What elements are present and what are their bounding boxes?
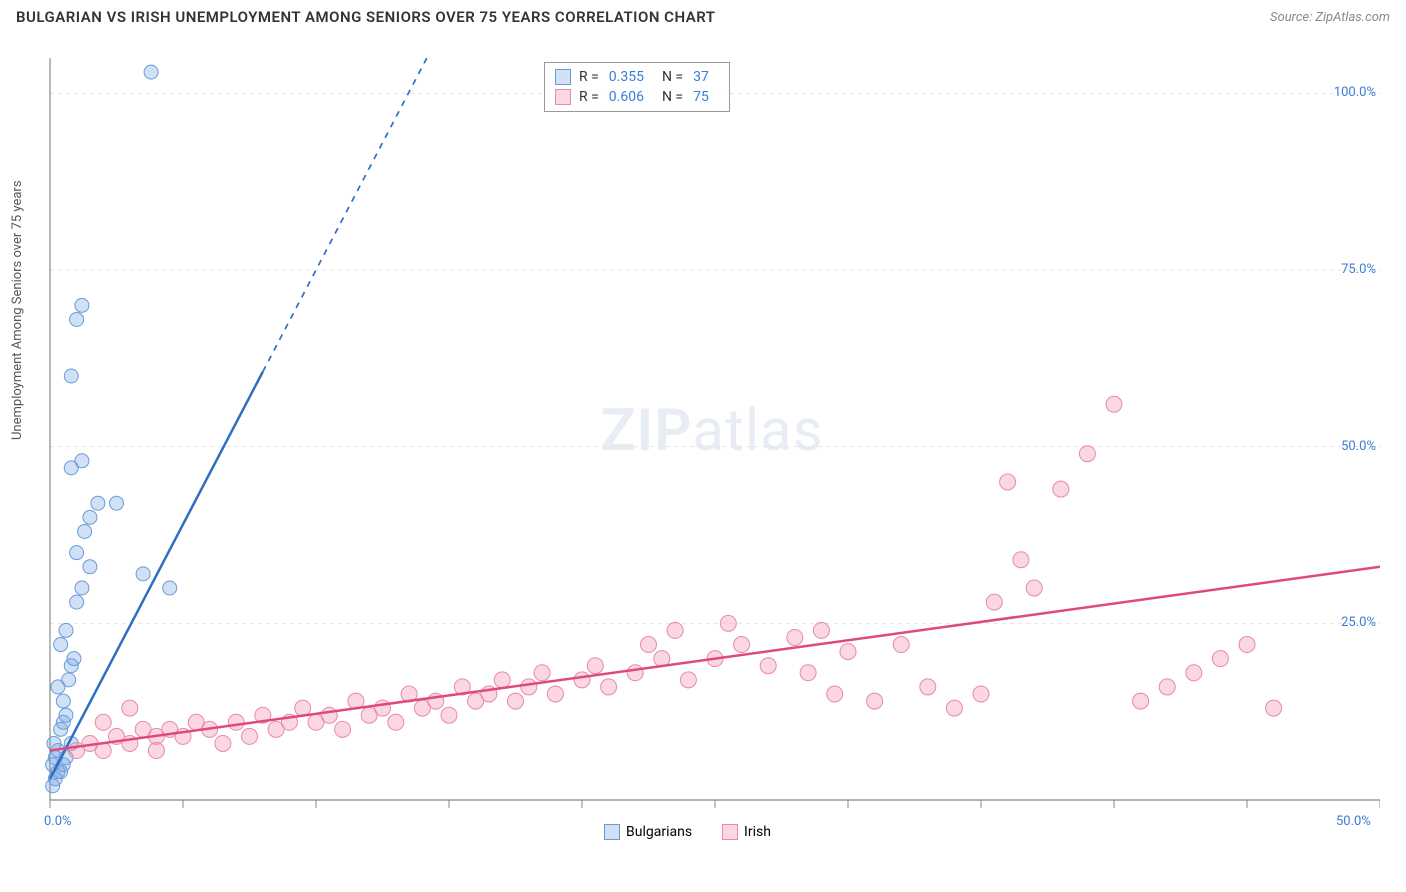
y-tick-label: 50.0% <box>1341 439 1376 454</box>
y-tick-label: 100.0% <box>1334 85 1376 100</box>
legend-swatch <box>555 89 571 105</box>
x-tick-label: 50.0% <box>1336 814 1371 829</box>
series-legend-item: Irish <box>722 824 771 840</box>
y-axis-label: Unemployment Among Seniors over 75 years <box>10 180 25 440</box>
source-label: Source: ZipAtlas.com <box>1270 10 1390 25</box>
n-label: N = <box>662 89 683 105</box>
y-tick-label: 25.0% <box>1341 615 1376 630</box>
title-bar: BULGARIAN VS IRISH UNEMPLOYMENT AMONG SE… <box>0 0 1406 34</box>
series-legend: Bulgarians Irish <box>604 824 771 840</box>
stats-legend-row: R = 0.355 N = 37 <box>555 67 719 87</box>
x-tick-label: 0.0% <box>44 814 72 829</box>
chart-title: BULGARIAN VS IRISH UNEMPLOYMENT AMONG SE… <box>16 8 716 26</box>
scatter-plot <box>44 58 1380 818</box>
r-label: R = <box>579 69 599 85</box>
r-value: 0.606 <box>609 89 644 105</box>
chart-area: ZIPatlas R =0.355N =37R =0.606N =75 Bulg… <box>44 58 1380 818</box>
legend-swatch <box>604 824 620 840</box>
n-value: 37 <box>693 69 709 85</box>
r-value: 0.355 <box>609 69 644 85</box>
legend-swatch <box>555 69 571 85</box>
r-label: R = <box>579 89 599 105</box>
series-legend-label: Irish <box>744 824 771 840</box>
n-label: N = <box>662 69 683 85</box>
stats-legend: R = 0.355 N = 37 R = 0.606 N = 75 <box>544 62 730 112</box>
y-tick-label: 75.0% <box>1341 262 1376 277</box>
legend-swatch <box>722 824 738 840</box>
n-value: 75 <box>693 89 709 105</box>
series-legend-label: Bulgarians <box>626 824 692 840</box>
stats-legend-row: R = 0.606 N = 75 <box>555 87 719 107</box>
series-legend-item: Bulgarians <box>604 824 692 840</box>
